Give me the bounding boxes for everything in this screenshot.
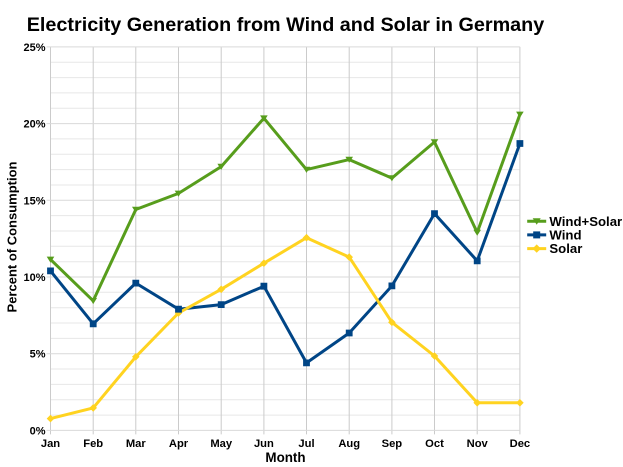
- svg-text:15%: 15%: [23, 195, 45, 207]
- svg-text:5%: 5%: [30, 349, 46, 361]
- svg-text:Jun: Jun: [254, 438, 274, 450]
- svg-text:Electricity Generation from Wi: Electricity Generation from Wind and Sol…: [27, 14, 545, 36]
- svg-text:Feb: Feb: [83, 438, 103, 450]
- svg-text:Jan: Jan: [41, 438, 60, 450]
- svg-text:May: May: [210, 438, 233, 450]
- svg-text:Month: Month: [265, 450, 305, 465]
- svg-text:0%: 0%: [30, 425, 46, 437]
- svg-text:Wind: Wind: [549, 228, 581, 243]
- svg-text:Oct: Oct: [425, 438, 444, 450]
- svg-text:20%: 20%: [23, 119, 45, 131]
- svg-text:Aug: Aug: [338, 438, 360, 450]
- svg-text:Wind+Solar: Wind+Solar: [549, 214, 622, 229]
- svg-text:Nov: Nov: [467, 438, 489, 450]
- svg-text:Sep: Sep: [382, 438, 403, 450]
- svg-text:Apr: Apr: [169, 438, 189, 450]
- svg-text:25%: 25%: [23, 42, 45, 54]
- svg-text:Percent of Consumption: Percent of Consumption: [4, 161, 19, 312]
- svg-text:Solar: Solar: [549, 241, 582, 256]
- svg-text:Dec: Dec: [510, 438, 531, 450]
- svg-text:10%: 10%: [23, 272, 45, 284]
- svg-text:Mar: Mar: [126, 438, 147, 450]
- svg-text:Jul: Jul: [298, 438, 314, 450]
